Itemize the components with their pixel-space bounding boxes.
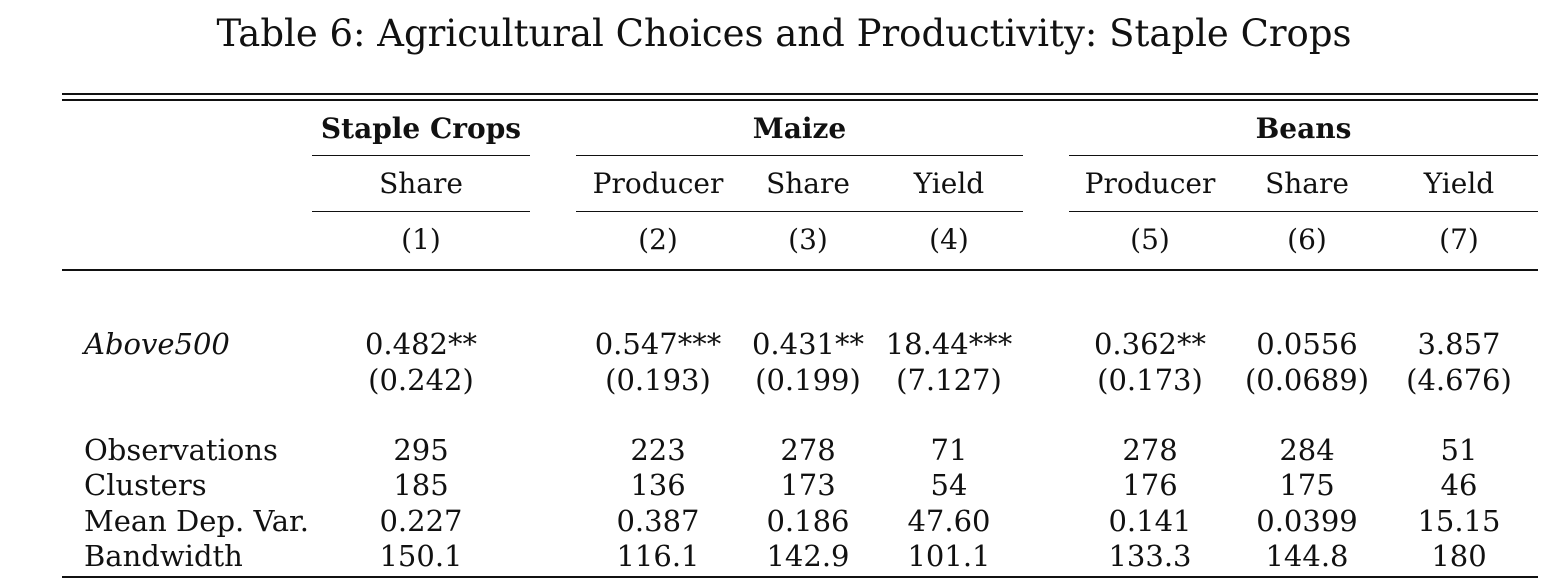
mean-dep-var-value-3: 0.186 <box>766 504 850 538</box>
header-bottom-rule <box>62 269 1538 271</box>
clusters-value-1: 185 <box>393 468 449 502</box>
column-label-6: Share <box>1265 167 1349 200</box>
clusters-value-5: 176 <box>1122 468 1178 502</box>
coef-estimate-6: 0.0556 <box>1256 327 1358 361</box>
column-number-6: (6) <box>1287 223 1327 256</box>
bandwidth-value-6: 144.8 <box>1265 539 1349 573</box>
column-number-3: (3) <box>788 223 828 256</box>
column-label-3: Share <box>766 167 850 200</box>
mean-dep-var-value-4: 47.60 <box>907 504 991 538</box>
bandwidth-value-5: 133.3 <box>1108 539 1192 573</box>
bandwidth-value-4: 101.1 <box>907 539 991 573</box>
coef-estimate-5: 0.362** <box>1093 327 1207 361</box>
column-number-4: (4) <box>929 223 969 256</box>
observations-value-2: 223 <box>630 433 686 467</box>
stats-row-label-observations: Observations <box>84 433 278 467</box>
mean-dep-var-value-5: 0.141 <box>1108 504 1192 538</box>
table-bottom-rule <box>62 576 1538 578</box>
coef-estimate-4: 18.44*** <box>885 327 1013 361</box>
column-label-5: Producer <box>1084 167 1216 200</box>
coef-estimate-1: 0.482** <box>364 327 478 361</box>
column-label-7: Yield <box>1423 167 1495 200</box>
table-title: Table 6: Agricultural Choices and Produc… <box>216 12 1352 55</box>
stats-row-label-clusters: Clusters <box>84 468 207 502</box>
clusters-value-2: 136 <box>630 468 686 502</box>
stats-row-label-bandwidth: Bandwidth <box>84 539 243 573</box>
coef-std-error-3: (0.199) <box>755 363 861 397</box>
clusters-value-3: 173 <box>780 468 836 502</box>
stats-row-label-mean-dep-var: Mean Dep. Var. <box>84 504 309 538</box>
coef-std-error-1: (0.242) <box>368 363 474 397</box>
mean-dep-var-value-6: 0.0399 <box>1256 504 1358 538</box>
column-label-4: Yield <box>913 167 985 200</box>
label-rule-beans <box>1069 211 1538 212</box>
coef-std-error-6: (0.0689) <box>1244 363 1370 397</box>
coef-std-error-5: (0.173) <box>1097 363 1203 397</box>
mean-dep-var-value-7: 15.15 <box>1417 504 1501 538</box>
column-number-7: (7) <box>1439 223 1479 256</box>
clusters-value-4: 54 <box>930 468 968 502</box>
bandwidth-value-1: 150.1 <box>379 539 463 573</box>
coef-std-error-2: (0.193) <box>605 363 711 397</box>
mean-dep-var-value-2: 0.387 <box>616 504 700 538</box>
coef-row-label: Above500 <box>84 327 230 361</box>
observations-value-5: 278 <box>1122 433 1178 467</box>
top-rule-inner <box>62 99 1538 101</box>
coef-std-error-4: (7.127) <box>896 363 1002 397</box>
clusters-value-7: 46 <box>1440 468 1478 502</box>
coef-estimate-2: 0.547*** <box>594 327 722 361</box>
group-rule-maize <box>576 155 1023 156</box>
column-number-5: (5) <box>1130 223 1170 256</box>
group-header-beans: Beans <box>1255 112 1352 145</box>
coef-estimate-3: 0.431** <box>751 327 865 361</box>
clusters-value-6: 175 <box>1279 468 1335 502</box>
group-header-staple-crops: Staple Crops <box>320 112 522 145</box>
column-label-2: Producer <box>592 167 724 200</box>
observations-value-7: 51 <box>1440 433 1478 467</box>
observations-value-6: 284 <box>1279 433 1335 467</box>
coef-std-error-7: (4.676) <box>1406 363 1512 397</box>
column-label-1: Share <box>379 167 463 200</box>
column-number-1: (1) <box>401 223 441 256</box>
group-rule-beans <box>1069 155 1538 156</box>
top-rule-outer <box>62 93 1538 95</box>
mean-dep-var-value-1: 0.227 <box>379 504 463 538</box>
observations-value-4: 71 <box>930 433 968 467</box>
coef-estimate-7: 3.857 <box>1417 327 1501 361</box>
bandwidth-value-2: 116.1 <box>616 539 700 573</box>
group-rule-staple-crops <box>312 155 530 156</box>
label-rule-maize <box>576 211 1023 212</box>
observations-value-3: 278 <box>780 433 836 467</box>
label-rule-staple-crops <box>312 211 530 212</box>
column-number-2: (2) <box>638 223 678 256</box>
bandwidth-value-7: 180 <box>1431 539 1487 573</box>
group-header-maize: Maize <box>752 112 847 145</box>
bandwidth-value-3: 142.9 <box>766 539 850 573</box>
observations-value-1: 295 <box>393 433 449 467</box>
